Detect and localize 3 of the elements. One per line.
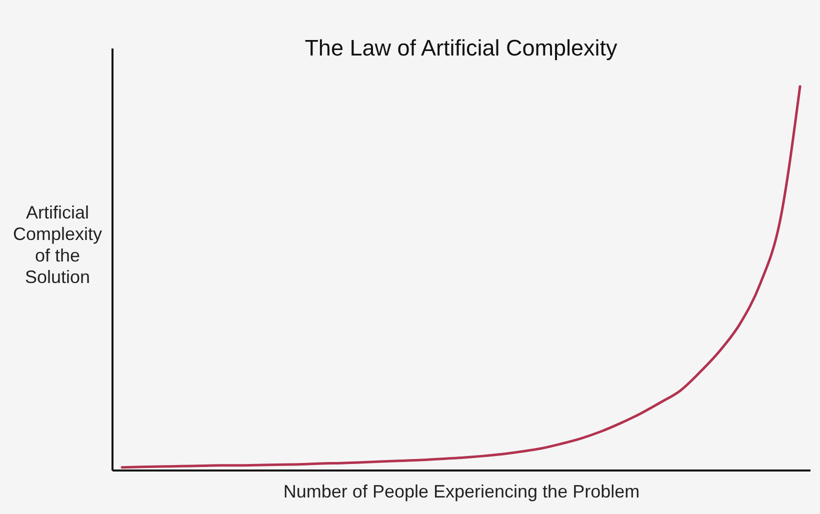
y-axis-title: Artificial Complexity of the Solution: [12, 202, 102, 287]
chart-title: The Law of Artificial Complexity: [304, 36, 618, 60]
x-axis-title: Number of People Experiencing the Problem: [283, 482, 640, 502]
